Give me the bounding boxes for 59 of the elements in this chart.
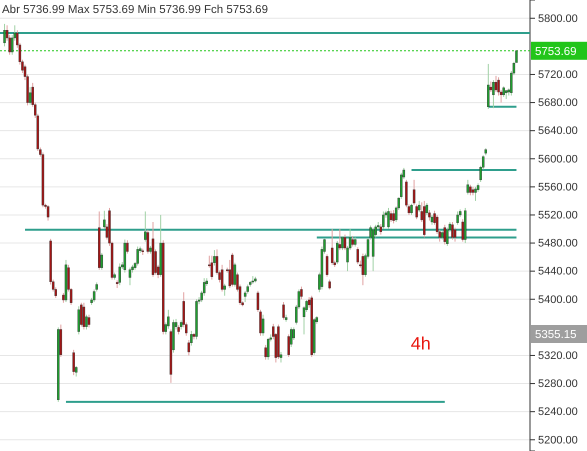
candlestick [210, 255, 214, 280]
candlestick [292, 326, 295, 341]
candlestick [78, 306, 80, 335]
y-tick-label: 5640.00 [538, 125, 578, 138]
candlestick [146, 229, 150, 254]
candlestick [469, 184, 472, 196]
text: 5355.15 [535, 329, 577, 341]
y-tick-label: 5240.00 [538, 406, 578, 418]
candlestick [362, 253, 364, 286]
candlestick [88, 314, 90, 328]
y-tick-label: 5400.00 [538, 294, 578, 306]
ref-line-label: 5753.69 [535, 46, 577, 58]
candlestick [487, 63, 490, 110]
candlestick [3, 23, 6, 47]
y-tick-label: 5520.00 [538, 209, 578, 222]
candlestick [502, 86, 505, 98]
y-tick-label: 5680.00 [538, 97, 578, 110]
candlestick [356, 246, 359, 265]
candlestick [382, 210, 385, 230]
candlestick [336, 240, 339, 265]
candlestick [128, 267, 132, 286]
candlestick [456, 210, 459, 226]
candlestick [46, 204, 50, 222]
y-tick-label: 5800.00 [538, 12, 578, 25]
y-tick-label: 5200.00 [538, 434, 578, 446]
candlestick [354, 236, 356, 248]
candlestick [474, 186, 477, 202]
candlestick [392, 210, 395, 224]
annotation: 4h [410, 334, 431, 354]
y-tick-label: 5600.00 [538, 153, 578, 166]
candlestick [330, 228, 334, 266]
candlestick [492, 80, 495, 109]
y-tick-label: 5440.00 [538, 266, 578, 278]
candlestick [494, 75, 498, 93]
candlestick [505, 89, 508, 100]
candlestick [118, 262, 121, 286]
candlestick [387, 207, 390, 230]
candlestick [328, 279, 331, 290]
candlestick [341, 236, 344, 251]
candlestick [444, 224, 446, 245]
candlestick [266, 337, 270, 360]
candlestick [262, 314, 264, 336]
y-tick-label: 5480.00 [538, 238, 578, 250]
candlestick [220, 264, 224, 292]
y-tick-label: 5320.00 [538, 350, 578, 362]
y-tick-label: 5560.00 [538, 181, 578, 194]
candlestick [136, 246, 139, 266]
candlestick [326, 254, 328, 278]
candlestick [177, 324, 180, 335]
candlestick [451, 221, 454, 240]
candlestick [72, 349, 75, 376]
y-tick-label: 5280.00 [538, 378, 578, 390]
candlestick [82, 302, 86, 330]
candlestick [466, 179, 470, 196]
candlestick [351, 236, 354, 248]
candlestick [282, 302, 285, 320]
candlestick [430, 214, 434, 226]
y-tick-label: 5720.00 [538, 68, 578, 81]
annotation: Abr 5736.99 Max 5753.69 Min 5736.99 Fch 5753.69 [2, 4, 268, 16]
